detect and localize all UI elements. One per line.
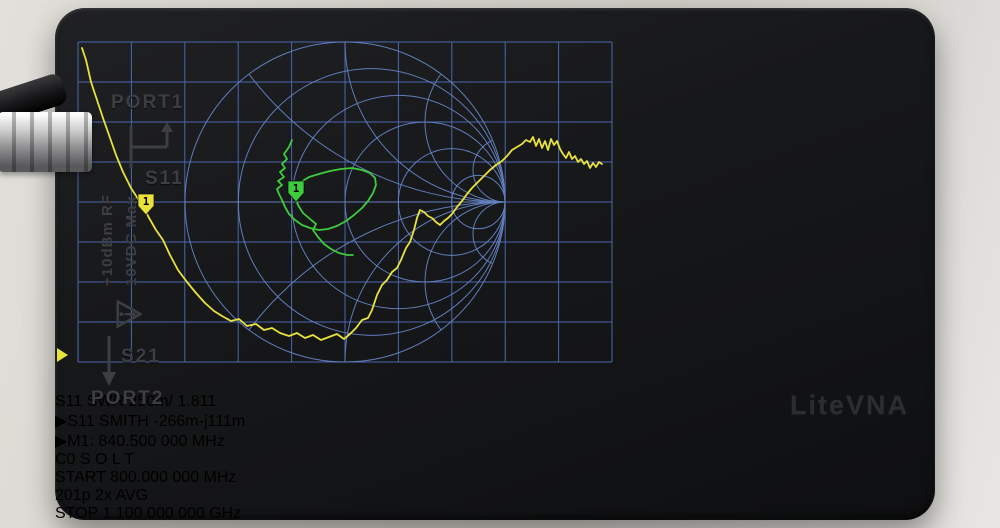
calibration-status: C0 S O L T xyxy=(55,451,135,468)
trace2-label: ▶S11 SMITH xyxy=(55,413,149,430)
stop-frequency[interactable]: STOP 1.100 000 000 GHz xyxy=(55,505,242,522)
marker-flags: 11 xyxy=(57,180,305,362)
sweep-points-avg[interactable]: 201p 2x AVG xyxy=(55,487,149,504)
svg-text:1: 1 xyxy=(143,195,150,208)
cal-c0: C0 xyxy=(55,451,76,468)
litevna-device: PORT1 S11 +10dBm RF 10VDC Max ⚠ S21 PORT… xyxy=(55,8,935,523)
warning-triangle-icon: ⚠ xyxy=(109,298,148,330)
sma-connector-port2[interactable] xyxy=(36,368,82,418)
swr-reference-marker xyxy=(57,348,68,362)
marker-flag[interactable]: 1 xyxy=(137,193,155,216)
smith-chart-grid xyxy=(184,41,506,363)
rf-limit-label: +10dBm RF xyxy=(99,194,116,286)
start-frequency[interactable]: START 800.000 000 MHz xyxy=(55,469,237,486)
swr-trace xyxy=(81,47,603,341)
svg-text:1: 1 xyxy=(293,182,300,195)
trace1-status[interactable]: S11 SWR 250m/ 1.811 xyxy=(55,393,217,410)
ratings-block: +10dBm RF 10VDC Max xyxy=(99,194,140,286)
s11-reflection-icon xyxy=(129,122,173,168)
sma-connector-port1[interactable] xyxy=(0,112,92,172)
s21-label: S21 xyxy=(121,346,161,367)
port2-label: PORT2 xyxy=(91,388,165,409)
brand-logo: LiteVNA xyxy=(790,390,910,420)
trace2-value: -266m-j111m xyxy=(153,413,246,430)
marker-readout: ▶M1: 840.500 000 MHz xyxy=(55,433,225,450)
s11-label: S11 xyxy=(145,168,184,189)
down-arrow-icon xyxy=(102,336,116,386)
port1-label: PORT1 xyxy=(111,92,185,113)
measurement-plot: 11 xyxy=(57,41,613,363)
dc-limit-label: 10VDC Max xyxy=(123,195,140,286)
graticule xyxy=(77,41,613,363)
marker-flag[interactable]: 1 xyxy=(287,180,305,203)
trace2-status[interactable]: ▶S11 SMITH -266m-j111m xyxy=(55,411,935,431)
traces xyxy=(81,47,603,341)
smith-trace xyxy=(276,139,377,256)
